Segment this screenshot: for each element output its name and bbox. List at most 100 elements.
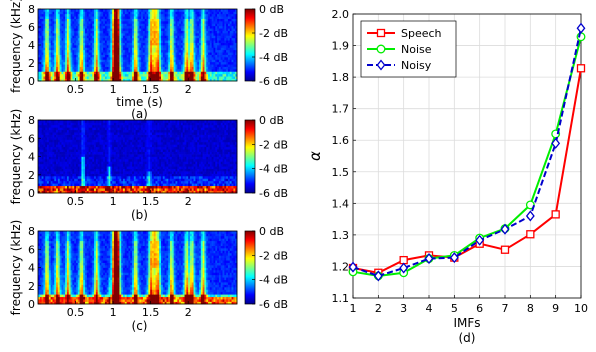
spectrogram-cell [108,76,111,79]
spectrogram-cell [95,61,99,65]
spectrogram-cell [90,73,93,77]
spectrogram-cell [135,9,138,12]
spectrogram-cell [224,33,227,36]
spectrogram-cell [161,69,164,72]
spectrogram-cell [65,59,68,63]
spectrogram-cell [70,144,73,148]
spectrogram-cell [65,163,68,167]
spectrogram-cell [218,64,222,67]
spectrogram-cell [153,64,156,67]
spectrogram-cell [72,76,75,79]
spectrogram-cell [197,9,200,12]
spectrogram-cell [211,45,214,48]
spectrogram-cell [193,42,196,46]
spectrogram-cell [48,78,52,82]
spectrogram-cell [83,9,86,12]
spectrogram-cell [94,30,97,34]
spectrogram-cell [56,168,59,172]
spectrogram-cell [61,139,64,143]
spectrogram-cell [43,66,46,70]
spectrogram-cell [209,76,213,79]
spectrogram-cell [157,30,160,34]
spectrogram-cell [41,151,44,155]
spectrogram-cell [101,188,104,191]
spectrogram-cell [88,37,91,41]
spectrogram-cell [189,76,193,79]
spectrogram-cell [90,134,93,138]
spectrogram-cell [88,158,91,162]
spectrogram-cell [133,47,137,51]
spectrogram-cell [75,171,79,174]
spectrogram-cell [153,16,156,19]
spectrogram-cell [56,35,59,39]
spectrogram-cell [63,183,66,187]
spectrogram-cell [117,78,120,82]
spectrogram-cell [66,144,70,148]
y-tick-label: 4 [28,39,35,52]
spectrogram-cell [50,171,53,174]
spectrogram-cell [94,141,97,145]
spectrogram-cell [123,73,126,77]
spectrogram-cell [74,185,77,189]
spectrogram-cell [123,11,126,15]
spectrogram-cell [133,21,137,24]
y-tick-label: 6 [28,21,35,34]
spectrogram-cell [54,127,57,131]
spectrogram-cell [97,23,100,27]
spectrogram-cell [45,168,48,172]
spectrogram-cell [126,16,129,19]
spectrogram-cell [101,40,104,43]
spectrogram-cell [48,134,52,138]
spectrogram-cell [70,25,73,29]
spectrogram-cell [148,64,151,67]
spectrogram-cell [63,132,66,135]
spectrogram-cell [182,76,185,79]
spectrogram-cell [155,71,158,75]
spectrogram-cell [180,40,184,43]
spectrogram-cell [70,149,73,152]
spectrogram-cell [52,76,55,79]
spectrogram-cell [61,64,64,67]
spectrogram-cell [101,35,104,39]
spectrogram-cell [206,35,209,39]
spectrogram-cell [79,188,82,191]
spectrogram-cell [90,168,93,172]
spectrogram-cell [175,54,178,58]
spectrogram-cell [224,66,227,70]
spectrogram-cell [226,73,229,77]
spectrogram-cell [112,76,115,79]
spectrogram-cell [229,30,232,34]
spectrogram-cell [130,13,133,17]
spectrogram-cell [195,47,198,51]
spectrogram-cell [215,23,218,27]
spectrogram-cell [39,144,42,148]
spectrogram-cell [61,188,64,191]
spectrogram-cell [112,54,115,58]
spectrogram-cell [68,190,71,194]
spectrogram-cell [189,57,193,60]
spectrogram-cell [124,54,127,58]
spectrogram-cell [164,9,167,12]
spectrogram-cell [57,168,61,172]
spectrogram-cell [177,21,180,24]
spectrogram-cell [173,33,176,36]
spectrogram-cell [97,129,100,133]
spectrogram-cell [175,78,178,82]
spectrogram-cell [81,49,84,53]
spectrogram-cell [108,18,111,22]
spectrogram-cell [48,166,52,170]
spectrogram-cell [65,158,68,162]
spectrogram-cell [202,16,205,19]
spectrogram-cell [175,49,178,53]
spectrogram-cell [70,158,73,162]
spectrogram-cell [77,21,80,24]
spectrogram-cell [117,54,120,58]
spectrogram-cell [126,35,129,39]
spectrogram-cell [110,49,113,53]
spectrogram-cell [108,25,111,29]
spectrogram-cell [95,42,99,46]
spectrogram-cell [144,66,147,70]
spectrogram-cell [213,25,216,29]
spectrogram-cell [142,18,146,22]
spectrogram-cell [61,57,64,60]
